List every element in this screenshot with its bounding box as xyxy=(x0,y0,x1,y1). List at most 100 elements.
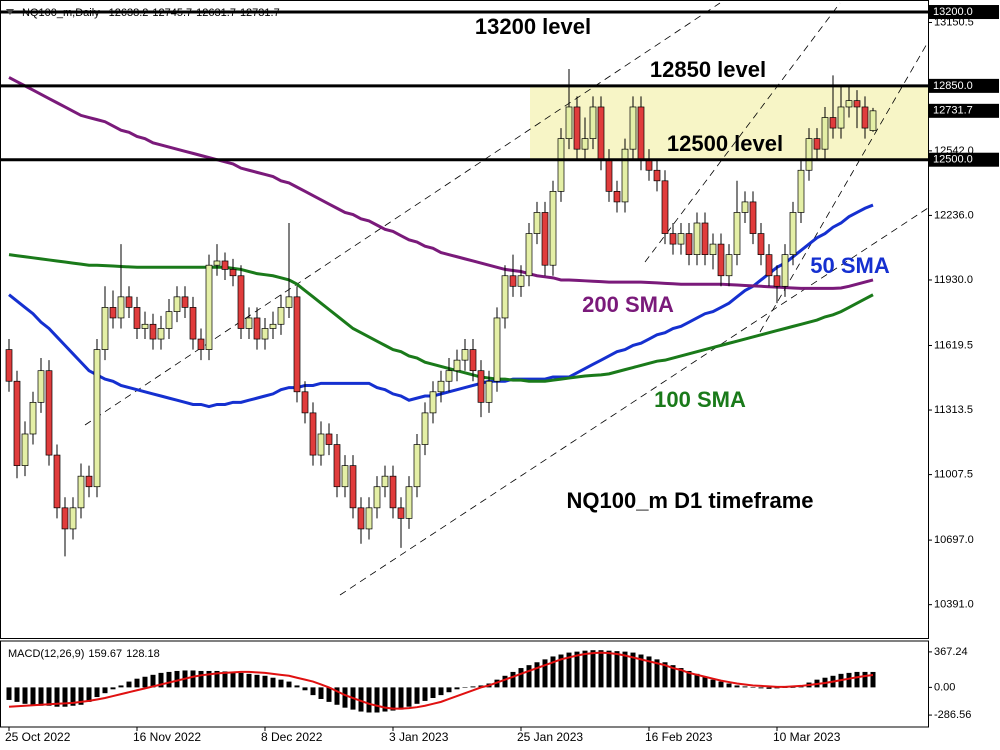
macd-bar xyxy=(694,673,700,688)
macd-bar xyxy=(614,651,620,688)
candle-body xyxy=(317,433,325,456)
y-tick-label: 10697.0 xyxy=(934,534,974,546)
candle-body xyxy=(477,370,485,403)
macd-bar xyxy=(198,670,204,688)
candle-body xyxy=(557,138,565,192)
macd-bar xyxy=(734,685,740,688)
candle-body xyxy=(741,201,749,213)
candle-body xyxy=(389,475,397,509)
macd-bar xyxy=(502,675,508,688)
candle-body xyxy=(37,370,45,403)
candle-body xyxy=(645,159,653,171)
macd-title: MACD(12,26,9) 159.67 128.18 xyxy=(8,648,160,660)
price-tag-label: 12500.0 xyxy=(933,154,973,166)
level-text: 12500 level xyxy=(667,131,783,156)
macd-bar xyxy=(590,650,596,688)
candle-body xyxy=(549,191,557,266)
candle-body xyxy=(5,349,13,382)
macd-bar xyxy=(382,687,388,712)
macd-bar xyxy=(78,687,84,705)
macd-bar xyxy=(38,687,44,706)
macd-bar xyxy=(102,687,108,694)
macd-bar xyxy=(422,687,428,701)
candle-body xyxy=(653,169,661,182)
macd-bar xyxy=(62,687,68,707)
price-tag-label: 12850.0 xyxy=(933,80,973,92)
candle-body xyxy=(485,380,493,403)
macd-bar xyxy=(462,687,468,688)
candle-body xyxy=(437,380,445,393)
macd-bar xyxy=(222,671,228,688)
candle-body xyxy=(469,349,477,372)
candle-body xyxy=(349,465,357,509)
macd-bar xyxy=(550,656,556,688)
level-text: 13200 level xyxy=(475,14,591,39)
macd-bar xyxy=(174,670,180,688)
candle-body xyxy=(629,106,637,150)
y-tick-label: 13150.5 xyxy=(934,16,974,28)
macd-bar xyxy=(510,671,516,688)
candle-body xyxy=(461,349,469,361)
candle-body xyxy=(717,243,725,277)
macd-bar xyxy=(230,671,236,688)
candle-body xyxy=(77,475,85,509)
x-tick-label: 16 Feb 2023 xyxy=(645,730,713,744)
candle-body xyxy=(85,475,93,488)
macd-bar xyxy=(406,687,412,707)
candle-body xyxy=(157,328,165,340)
y-tick-label: 0.00 xyxy=(934,681,955,693)
macd-bar xyxy=(750,687,756,688)
candle-body xyxy=(101,307,109,350)
macd-bar xyxy=(86,687,92,702)
candle-body xyxy=(269,323,277,329)
macd-bar xyxy=(70,687,76,706)
candle-body xyxy=(325,433,333,445)
candle-body xyxy=(69,507,77,530)
header-field: NQ100_m,Daily xyxy=(22,7,100,19)
candle-body xyxy=(661,180,669,234)
header-icon xyxy=(6,9,14,15)
x-tick-label: 3 Jan 2023 xyxy=(389,730,449,744)
macd-bar xyxy=(846,672,852,688)
macd-bar xyxy=(518,668,524,688)
macd-bar xyxy=(310,687,316,696)
candle-body xyxy=(621,148,629,203)
candle-body xyxy=(333,444,341,488)
macd-bar xyxy=(574,651,580,688)
channel-line xyxy=(339,207,929,596)
candle-body xyxy=(397,507,405,519)
candle-body xyxy=(837,106,845,129)
y-tick-label: -286.56 xyxy=(934,709,971,721)
candle-body xyxy=(725,254,733,277)
macd-bar xyxy=(254,674,260,688)
macd-bar xyxy=(638,654,644,688)
candle-body xyxy=(605,159,613,192)
candle-body xyxy=(293,296,301,393)
candle-body xyxy=(165,311,173,329)
y-tick-label: 11619.5 xyxy=(934,339,973,351)
candle-body xyxy=(365,507,373,530)
macd-bar xyxy=(246,673,252,688)
channel-line xyxy=(644,2,841,263)
macd-bar xyxy=(6,687,12,700)
candle-body xyxy=(309,412,317,456)
macd-bar xyxy=(150,674,156,688)
price-tag-label: 13200.0 xyxy=(933,6,973,18)
candle-body xyxy=(413,444,421,488)
macd-bar xyxy=(678,668,684,688)
macd-bar xyxy=(190,670,196,688)
y-tick-label: 11007.5 xyxy=(934,469,973,481)
x-tick-label: 16 Nov 2022 xyxy=(133,730,201,744)
candle-body xyxy=(277,307,285,325)
candle-body xyxy=(789,212,797,256)
y-tick-label: 10391.0 xyxy=(934,599,974,611)
macd-bar xyxy=(566,652,572,688)
macd-bar xyxy=(670,665,676,688)
candle-body xyxy=(565,106,573,139)
y-tick-label: 12236.0 xyxy=(934,209,974,221)
macd-bar xyxy=(374,687,380,713)
candle-body xyxy=(581,138,589,150)
macd-bar xyxy=(278,679,284,688)
